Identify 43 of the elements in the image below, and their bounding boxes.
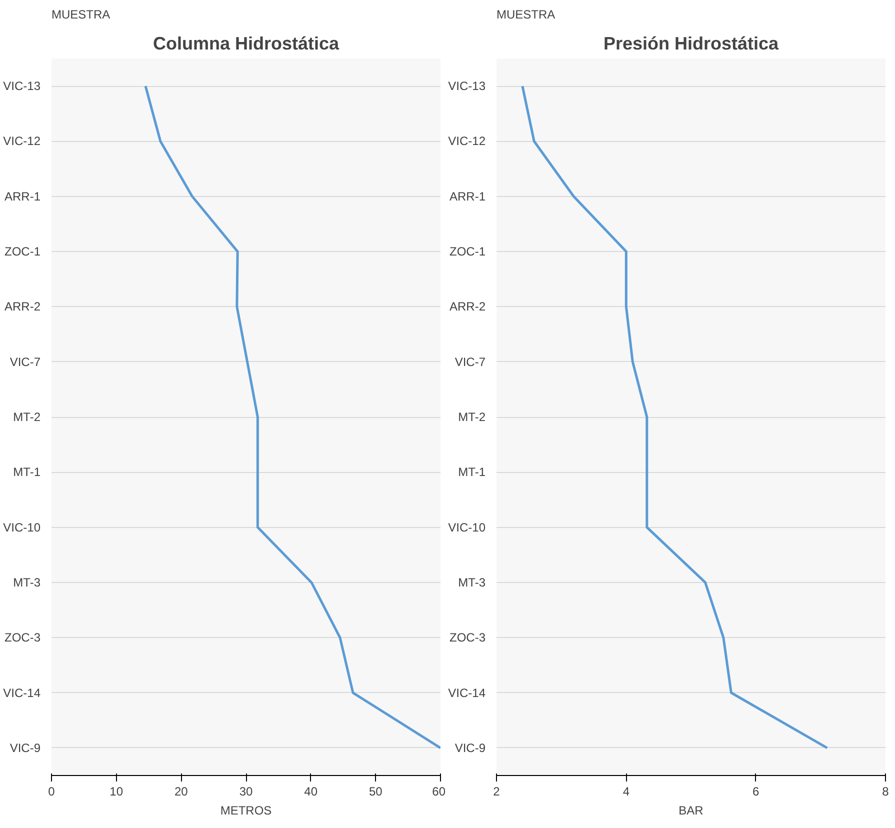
y-tick-label: VIC-12 [448, 134, 486, 148]
y-tick-label: VIC-14 [3, 686, 41, 700]
y-tick-label: VIC-9 [454, 740, 486, 755]
y-tick-label: ZOC-1 [450, 244, 486, 259]
chart-title: Presión Hidrostática [603, 34, 780, 54]
x-tick-label: 6 [752, 784, 760, 798]
y-tick-label: VIC-10 [3, 520, 41, 534]
x-axis-title: METROS [220, 804, 272, 818]
y-tick-label: VIC-12 [3, 134, 41, 148]
x-tick-label: 20 [174, 784, 188, 798]
y-tick-label: VIC-10 [448, 520, 486, 534]
y-tick-label: MT-2 [13, 410, 41, 424]
y-tick-label: ARR-1 [449, 189, 486, 204]
y-tick-label: MT-1 [13, 465, 41, 480]
x-tick-label: 10 [110, 784, 124, 798]
x-tick-label: 2 [493, 784, 500, 798]
x-tick-label: 40 [304, 784, 318, 798]
y-tick-label: VIC-14 [448, 686, 486, 700]
y-tick-label: VIC-9 [10, 740, 41, 755]
y-tick-label: ZOC-3 [450, 630, 486, 645]
x-tick-label: 4 [622, 784, 630, 798]
y-tick-label: ZOC-1 [4, 244, 41, 259]
y-tick-label: VIC-13 [3, 79, 41, 94]
y-tick-label: ZOC-3 [4, 630, 41, 645]
y-tick-label: ARR-2 [4, 300, 41, 314]
x-axis-title: BAR [678, 804, 704, 818]
y-tick-label: VIC-13 [448, 79, 486, 94]
y-tick-label: ARR-2 [449, 300, 486, 314]
y-tick-label: MT-1 [458, 465, 486, 480]
y-axis-title: MUESTRA [52, 8, 110, 22]
x-tick-label: 0 [48, 784, 56, 798]
x-tick-label: 30 [239, 784, 253, 798]
chart-title: Columna Hidrostática [152, 34, 340, 54]
x-tick-label: 8 [882, 784, 890, 798]
y-tick-label: MT-3 [13, 575, 41, 590]
y-tick-label: MT-2 [458, 410, 486, 424]
y-tick-label: VIC-7 [10, 354, 41, 369]
x-tick-label: 60 [432, 784, 446, 798]
y-tick-label: VIC-7 [454, 354, 486, 369]
x-tick-label: 50 [368, 784, 383, 798]
y-axis-title: MUESTRA [496, 8, 556, 22]
y-tick-label: MT-3 [458, 575, 486, 590]
y-tick-label: ARR-1 [4, 189, 41, 204]
